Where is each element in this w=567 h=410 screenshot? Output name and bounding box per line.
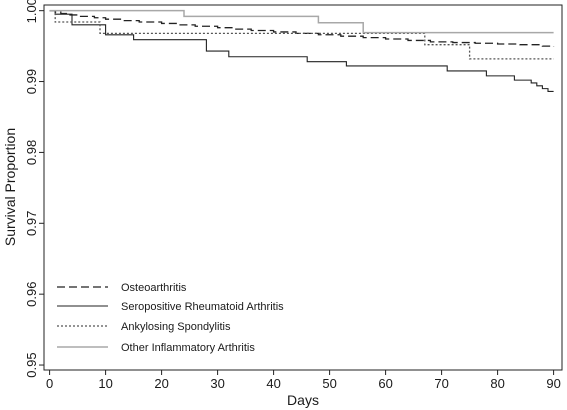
series-line-ankylosing-spondylitis: [49, 10, 554, 60]
x-tick-label: 10: [98, 376, 112, 391]
y-tick-label: 0.99: [24, 69, 39, 94]
plot-area-frame: [43, 4, 563, 371]
x-tick-label: 40: [266, 376, 280, 391]
x-tick-label: 80: [490, 376, 504, 391]
legend-label: Seropositive Rheumatoid Arthritis: [121, 301, 284, 313]
legend-label: Other Inflammatory Arthritis: [121, 342, 255, 354]
legend-label: Ankylosing Spondylitis: [121, 321, 231, 333]
x-tick-label: 90: [546, 376, 560, 391]
legend-label: Osteoarthritis: [121, 282, 187, 294]
x-tick-label: 60: [378, 376, 392, 391]
y-axis-title: Survival Proportion: [2, 128, 18, 246]
series-line-other-inflammatory-arthritis: [49, 9, 554, 34]
x-axis-ticks: 0 10 20 30 40 50 60 70 80 90: [46, 370, 561, 391]
series-line-osteoarthritis: [49, 10, 555, 47]
y-axis-ticks: 0.95 0.96 0.97 0.98 0.99 1.00: [24, 0, 44, 378]
y-tick-label: 0.97: [24, 211, 39, 236]
y-tick-label: 0.96: [24, 282, 39, 307]
y-tick-label: 0.98: [24, 140, 39, 165]
series-line-seropositive-rheumatoid-arthritis: [49, 10, 554, 93]
x-tick-label: 30: [210, 376, 224, 391]
legend: Osteoarthritis Seropositive Rheumatoid Ar…: [57, 282, 284, 354]
y-tick-label: 1.00: [24, 0, 39, 23]
x-tick-label: 50: [322, 376, 336, 391]
x-axis-title: Days: [287, 392, 319, 408]
x-tick-label: 20: [154, 376, 168, 391]
y-tick-label: 0.95: [24, 352, 39, 377]
x-tick-label: 70: [434, 376, 448, 391]
series-lines: [49, 9, 555, 93]
x-tick-label: 0: [46, 376, 53, 391]
